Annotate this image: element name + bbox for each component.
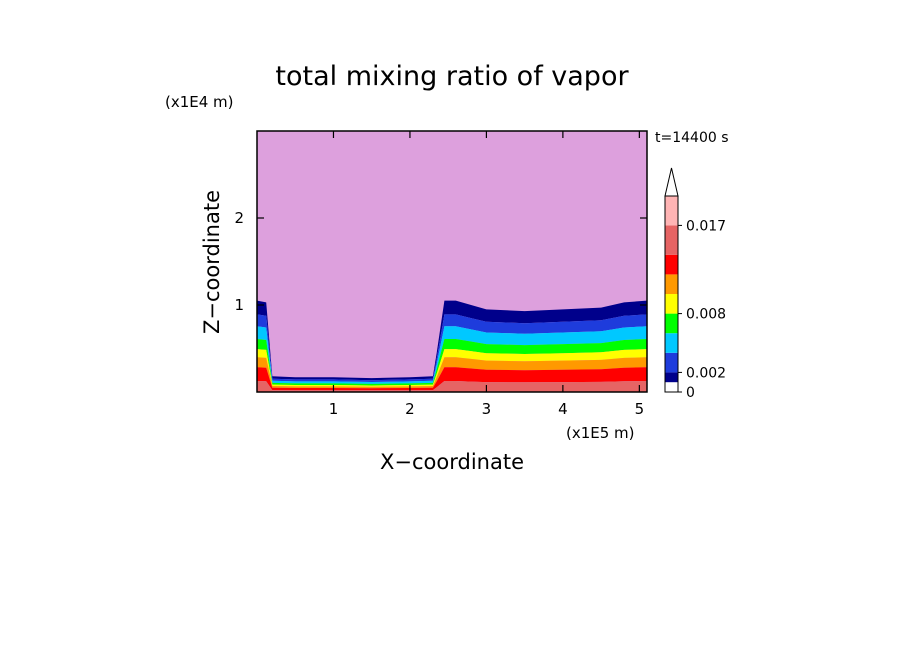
- colorbar-label-0: 0: [686, 385, 695, 401]
- y-axis-ticks: 12: [234, 209, 647, 314]
- field-band-0: [257, 300, 647, 381]
- colorbar-segment-0: [665, 382, 678, 392]
- field-band-1: [257, 314, 647, 382]
- time-label: t=14400 s: [655, 130, 729, 146]
- y-tick-label-1: 1: [234, 296, 244, 314]
- plot-frame: [256, 130, 648, 393]
- x-axis-label: X−coordinate: [380, 450, 524, 474]
- colorbar-frame: [664, 195, 679, 393]
- field-band-4: [257, 349, 647, 387]
- colorbar-segment-8: [665, 225, 678, 255]
- x-axis-ticks: 1 2 3 4 5: [329, 131, 644, 418]
- field-bands: [257, 300, 647, 392]
- y-unit-label: (x1E4 m): [165, 93, 234, 111]
- x-tick-label-5: 5: [635, 400, 645, 418]
- x-tick-label-1: 1: [329, 400, 339, 418]
- colorbar-extend-arrow: [664, 167, 679, 197]
- colorbar-segment-6: [665, 274, 678, 294]
- x-tick-label-3: 3: [482, 400, 492, 418]
- field-band-2: [257, 326, 647, 384]
- colorbar-label-0.008: 0.008: [686, 307, 726, 323]
- x-unit-label: (x1E5 m): [566, 424, 635, 442]
- field-band-5: [257, 357, 647, 389]
- colorbar-label-0.017: 0.017: [686, 218, 726, 234]
- x-tick-label-4: 4: [558, 400, 568, 418]
- colorbar-segment-1: [665, 372, 678, 383]
- x-tick-label-2: 2: [405, 400, 415, 418]
- colorbar-segment-2: [665, 352, 678, 373]
- colorbar: 0 0.002 0.008 0.017: [664, 167, 726, 401]
- field-band-6: [257, 367, 647, 391]
- colorbar-segment-9: [665, 196, 678, 226]
- colorbar-segment-4: [665, 313, 678, 334]
- colorbar-segment-7: [665, 254, 678, 275]
- field-band-7: [257, 381, 647, 392]
- colorbar-segment-5: [665, 294, 678, 314]
- y-axis-label: Z−coordinate: [200, 190, 224, 334]
- colorbar-label-0.002: 0.002: [686, 365, 726, 381]
- field-band-3: [257, 339, 647, 386]
- y-tick-label-2: 2: [234, 209, 244, 227]
- chart-title: total mixing ratio of vapor: [275, 61, 629, 92]
- colorbar-segment-3: [665, 333, 678, 353]
